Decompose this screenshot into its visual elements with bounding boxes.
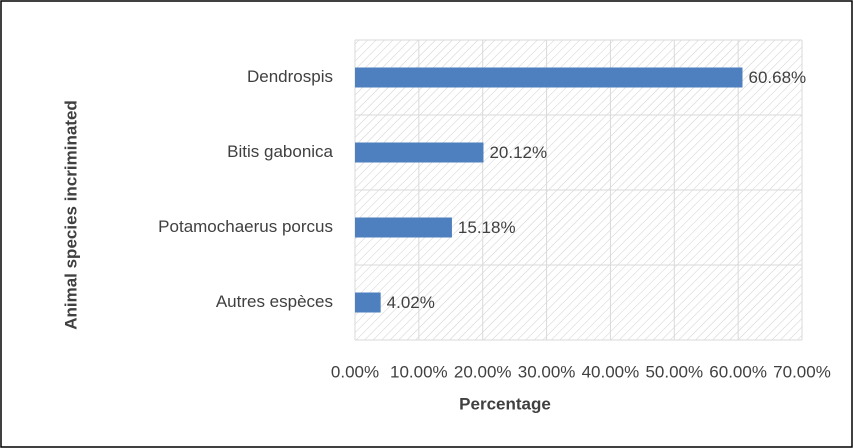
y-tick-label: Autres espèces (216, 292, 333, 311)
x-tick-label: 20.00% (454, 362, 512, 381)
x-tick-label: 50.00% (645, 362, 703, 381)
data-label: 60.68% (748, 68, 806, 87)
y-axis-label: Animal species incriminated (61, 100, 80, 330)
y-tick-label: Bitis gabonica (227, 142, 333, 161)
x-tick-label: 30.00% (518, 362, 576, 381)
x-tick-label: 60.00% (709, 362, 767, 381)
x-axis-label: Percentage (459, 394, 551, 413)
x-tick-label: 10.00% (390, 362, 448, 381)
y-tick-label: Potamochaerus porcus (158, 217, 333, 236)
x-tick-label: 70.00% (773, 362, 831, 381)
data-label: 4.02% (387, 293, 435, 312)
x-tick-label: 40.00% (582, 362, 640, 381)
x-tick-label: 0.00% (331, 362, 379, 381)
bar (355, 217, 452, 238)
data-label: 20.12% (489, 143, 547, 162)
bar (355, 292, 381, 313)
bar (355, 142, 484, 163)
data-label: 15.18% (458, 218, 516, 237)
y-tick-label: Dendrospis (247, 67, 333, 86)
bar (355, 67, 743, 88)
